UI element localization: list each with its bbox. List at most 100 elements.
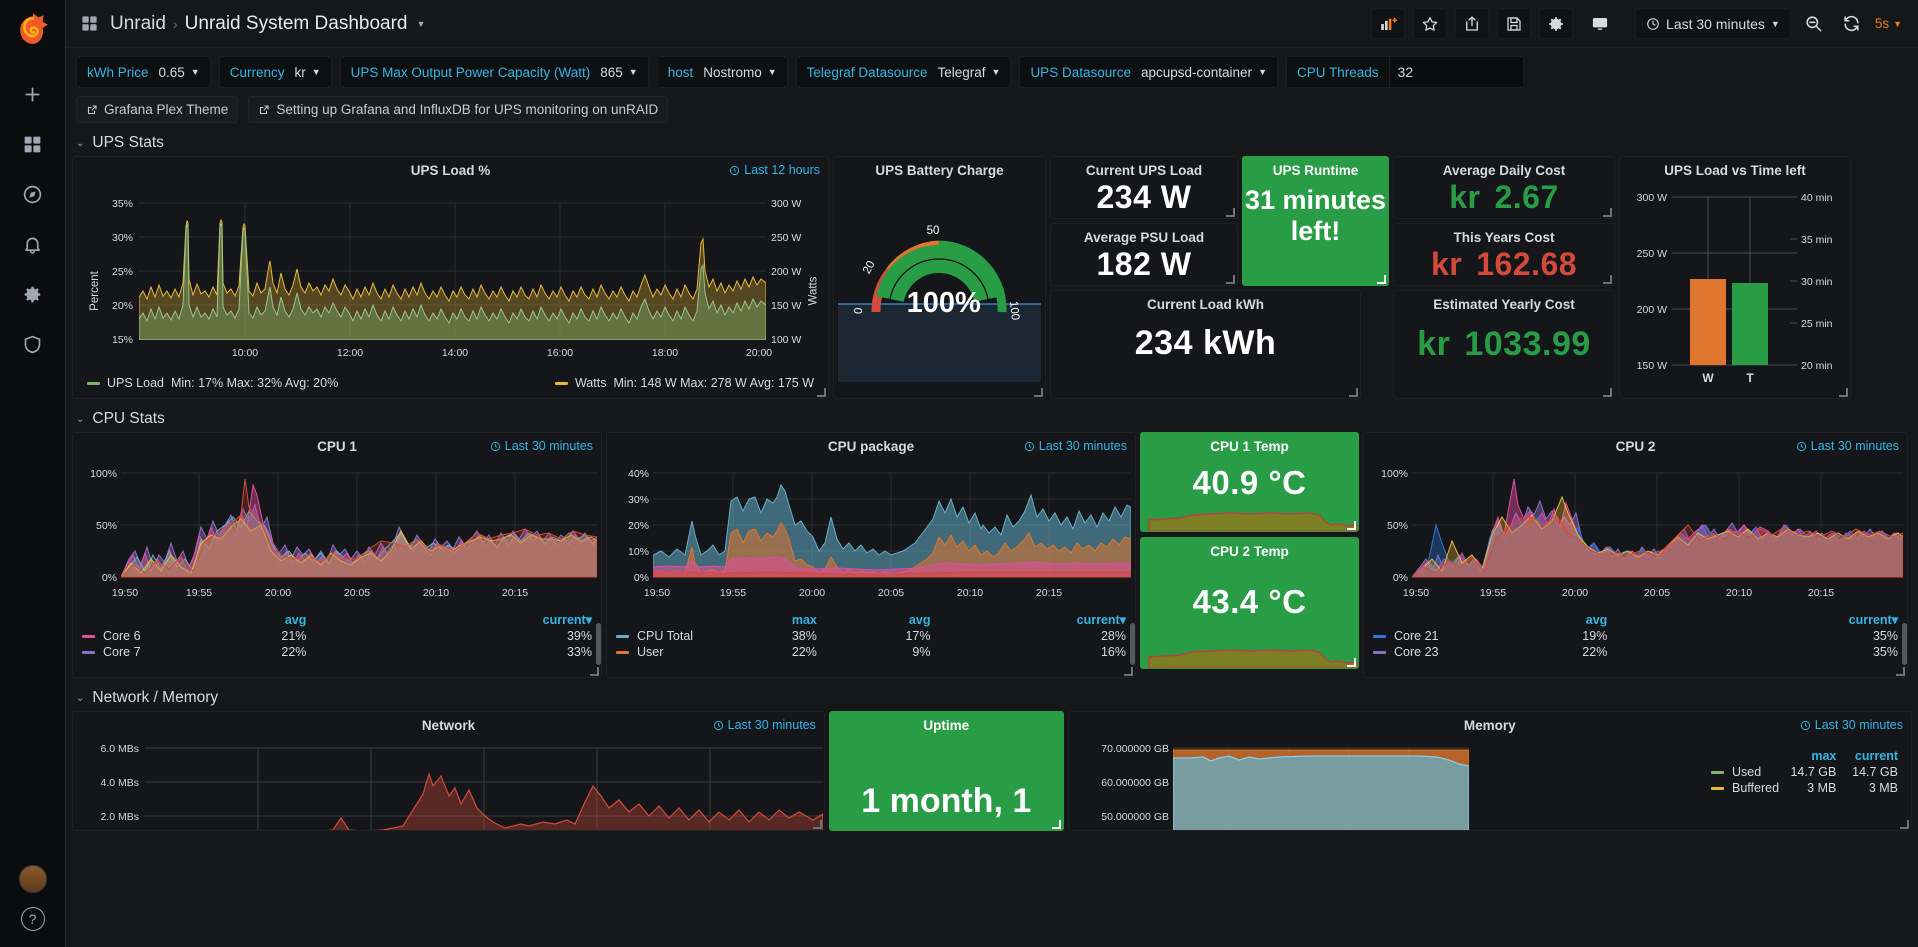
variable-ups-datasource[interactable]: UPS Datasource apcupsd-container ▼ xyxy=(1019,56,1278,88)
legend-col-max[interactable]: max xyxy=(791,612,817,627)
legend-row[interactable]: Buffered 3 MB 3 MB xyxy=(1706,780,1903,796)
cpu-threads-input[interactable] xyxy=(1388,57,1524,87)
variable-value[interactable]: apcupsd-container ▼ xyxy=(1140,64,1267,80)
variable-ups-max-output-power[interactable]: UPS Max Output Power Capacity (Watt) 865… xyxy=(339,56,649,88)
sidebar-item-configuration[interactable] xyxy=(11,272,55,316)
legend-row[interactable]: Used 14.7 GB 14.7 GB xyxy=(1706,764,1903,780)
breadcrumb-dashboard[interactable]: Unraid System Dashboard xyxy=(184,12,408,34)
variable-cpu-threads[interactable]: CPU Threads xyxy=(1285,56,1524,88)
breadcrumb-folder[interactable]: Unraid xyxy=(110,12,166,34)
variable-value[interactable]: Telegraf ▼ xyxy=(937,64,1001,80)
variable-host[interactable]: host Nostromo ▼ xyxy=(656,56,788,88)
cpu1-graph[interactable]: 100% 50% 0% xyxy=(73,455,601,605)
section-header-ups-stats[interactable]: ⌄ UPS Stats xyxy=(66,123,1918,156)
sidebar-item-server-admin[interactable] xyxy=(11,322,55,366)
panel-resize-handle[interactable] xyxy=(1226,275,1235,284)
legend-scrollbar[interactable] xyxy=(596,623,601,665)
legend-row[interactable]: Core 7 22% 33% xyxy=(77,644,597,660)
legend-item-watts[interactable]: Watts Min: 148 W Max: 278 W Avg: 175 W xyxy=(554,374,814,392)
mark-favorite-button[interactable] xyxy=(1413,8,1448,39)
panel-resize-handle[interactable] xyxy=(1349,388,1358,397)
panel-resize-handle[interactable] xyxy=(590,667,599,676)
variable-value[interactable]: 0.65 ▼ xyxy=(158,64,200,80)
variable-telegraf-datasource[interactable]: Telegraf Datasource Telegraf ▼ xyxy=(795,56,1012,88)
sidebar-item-dashboards[interactable] xyxy=(11,122,55,166)
dashboard-link-grafana-plex-theme[interactable]: Grafana Plex Theme xyxy=(76,96,239,123)
apps-grid-icon[interactable] xyxy=(78,13,100,35)
legend-max: 22% xyxy=(791,645,817,659)
zoom-out-time-range[interactable] xyxy=(1799,8,1829,39)
network-graph[interactable]: 6.0 MBs 4.0 MBs 2.0 MBs xyxy=(73,734,824,830)
ups-load-graph[interactable]: Percent Watts 35% 30% 25% 20% 15% 300 W 250 … xyxy=(73,179,828,374)
dashboard-settings-button[interactable] xyxy=(1539,8,1574,39)
legend-row[interactable]: User 22% 9% 16% xyxy=(611,644,1131,660)
variable-kwh-price[interactable]: kWh Price 0.65 ▼ xyxy=(76,56,211,88)
section-header-network-memory[interactable]: ⌄ Network / Memory xyxy=(66,678,1918,711)
panel-resize-handle[interactable] xyxy=(1603,275,1612,284)
panel-resize-handle[interactable] xyxy=(1034,388,1043,397)
legend-max: 14.7 GB xyxy=(1790,765,1837,779)
refresh-dashboard-button[interactable] xyxy=(1837,8,1867,39)
legend-col-current[interactable]: current▾ xyxy=(542,613,592,627)
panel-time-override[interactable]: Last 30 minutes xyxy=(1796,439,1899,453)
ups-load-vs-time-barchart[interactable]: 300 W 250 W 200 W 150 W 40 min 35 min 30 min… xyxy=(1620,179,1850,389)
legend-col-current[interactable]: current▾ xyxy=(1076,613,1126,627)
panel-time-override[interactable]: Last 30 minutes xyxy=(1024,439,1127,453)
svg-text:19:50: 19:50 xyxy=(644,587,670,599)
add-panel-button[interactable] xyxy=(1371,8,1406,39)
refresh-interval-picker[interactable]: 5s ▼ xyxy=(1875,16,1908,31)
legend-row[interactable]: Core 21 19% 35% xyxy=(1368,628,1903,644)
panel-time-override[interactable]: Last 30 minutes xyxy=(713,718,816,732)
legend-row[interactable]: Core 23 22% 35% xyxy=(1368,644,1903,660)
sidebar-item-alerting[interactable] xyxy=(11,222,55,266)
panel-resize-handle[interactable] xyxy=(1347,521,1356,530)
variable-value[interactable]: 865 ▼ xyxy=(600,64,638,80)
sidebar-item-create[interactable] xyxy=(11,72,55,116)
legend-col-avg[interactable]: avg xyxy=(1585,612,1608,627)
panel-resize-handle[interactable] xyxy=(1896,667,1905,676)
legend-col-max[interactable]: max xyxy=(1811,749,1837,763)
variable-currency[interactable]: Currency kr ▼ xyxy=(218,56,332,88)
panel-time-override[interactable]: Last 12 hours xyxy=(729,163,820,177)
battery-gauge[interactable]: 50 20 0 100 100% xyxy=(834,179,1045,389)
panel-time-override[interactable]: Last 30 minutes xyxy=(490,439,593,453)
panel-resize-handle[interactable] xyxy=(1051,820,1061,829)
section-header-cpu-stats[interactable]: ⌄ CPU Stats xyxy=(66,399,1918,432)
legend-col-avg[interactable]: avg xyxy=(908,612,931,627)
sidebar-item-explore[interactable] xyxy=(11,172,55,216)
legend-col-current[interactable]: current▾ xyxy=(1848,613,1898,627)
legend-col-current[interactable]: current xyxy=(1854,749,1898,763)
save-dashboard-button[interactable] xyxy=(1497,8,1532,39)
panel-resize-handle[interactable] xyxy=(1226,208,1235,217)
legend-col-avg[interactable]: avg xyxy=(284,612,307,627)
legend-item-ups-load[interactable]: UPS Load Min: 17% Max: 32% Avg: 20% xyxy=(87,374,338,392)
variable-value[interactable]: kr ▼ xyxy=(294,64,321,80)
avatar[interactable] xyxy=(18,865,47,893)
legend-row[interactable]: Core 6 21% 39% xyxy=(77,628,597,644)
cpu2-graph[interactable]: 100% 50% 0% xyxy=(1364,455,1907,605)
memory-graph[interactable]: 70.000000 GB 60.000000 GB 50.000000 GB xyxy=(1069,734,1706,830)
panel-resize-handle[interactable] xyxy=(1377,275,1386,284)
panel-resize-handle[interactable] xyxy=(817,388,826,397)
help-icon[interactable]: ? xyxy=(20,907,45,931)
tv-mode-button[interactable] xyxy=(1581,8,1620,39)
legend-scrollbar[interactable] xyxy=(1902,623,1907,665)
panel-resize-handle[interactable] xyxy=(1124,667,1133,676)
legend-scrollbar[interactable] xyxy=(1130,623,1135,665)
svg-text:300 W: 300 W xyxy=(1637,192,1667,204)
chevron-down-icon[interactable]: ▼ xyxy=(416,18,426,29)
panel-resize-handle[interactable] xyxy=(1839,388,1848,397)
time-range-picker[interactable]: Last 30 minutes ▼ xyxy=(1635,8,1791,39)
variable-value[interactable]: Nostromo ▼ xyxy=(703,64,777,80)
panel-resize-handle[interactable] xyxy=(1347,658,1356,667)
grafana-logo[interactable] xyxy=(12,8,54,50)
panel-resize-handle[interactable] xyxy=(1603,208,1612,217)
share-dashboard-button[interactable] xyxy=(1455,8,1490,39)
panel-resize-handle[interactable] xyxy=(1603,388,1612,397)
panel-resize-handle[interactable] xyxy=(812,820,822,829)
dashboard-link-ups-monitoring-guide[interactable]: Setting up Grafana and InfluxDB for UPS … xyxy=(248,96,669,123)
legend-row[interactable]: CPU Total 38% 17% 28% xyxy=(611,628,1131,644)
cpu-package-graph[interactable]: 40% 30% 20% 10% 0% xyxy=(607,455,1135,605)
panel-resize-handle[interactable] xyxy=(1900,820,1909,829)
panel-time-override[interactable]: Last 30 minutes xyxy=(1800,718,1903,732)
